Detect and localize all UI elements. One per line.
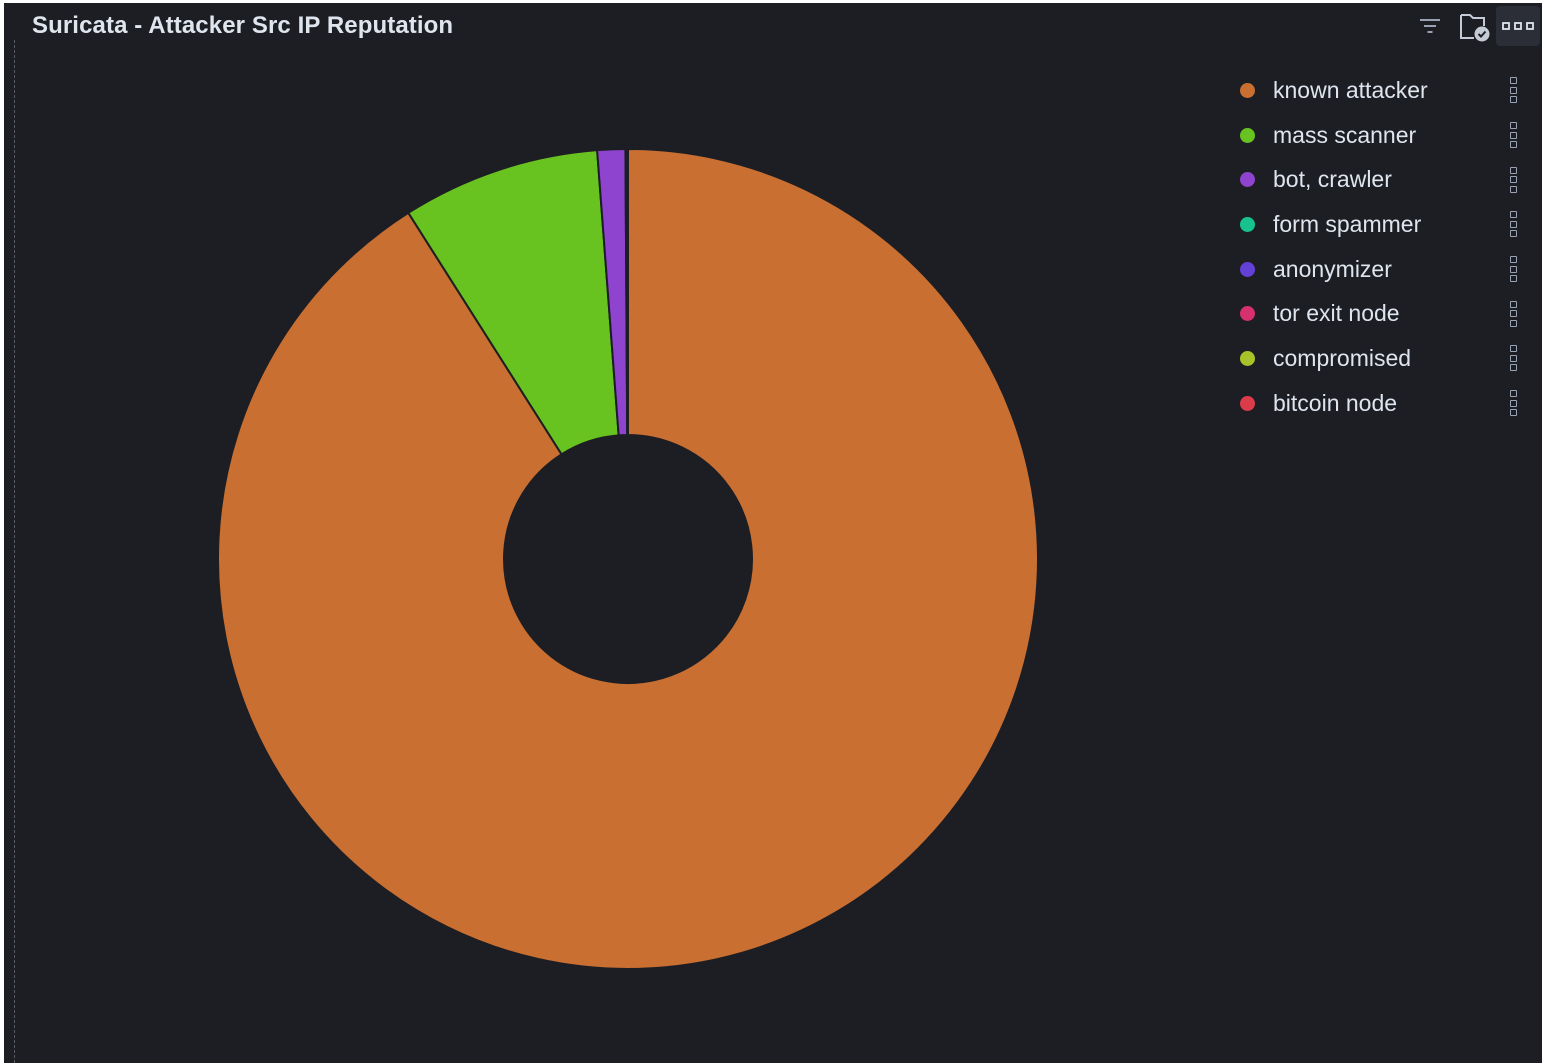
panel-left-border <box>0 0 4 1063</box>
slice-mass-scanner[interactable] <box>406 149 620 456</box>
legend-label: bot, crawler <box>1273 166 1392 193</box>
panel-resize-edge[interactable] <box>14 40 15 1063</box>
filter-button[interactable] <box>1408 6 1452 46</box>
legend-label: form spammer <box>1273 210 1422 237</box>
legend-item-form-spammer[interactable]: form spammer <box>1236 202 1526 247</box>
legend-label: anonymizer <box>1273 255 1392 282</box>
legend-color-dot <box>1240 395 1255 411</box>
legend-item-menu-icon[interactable] <box>1508 300 1518 327</box>
filter-icon <box>1420 19 1440 33</box>
legend-item-anonymizer[interactable]: anonymizer <box>1236 247 1526 292</box>
legend-color-dot <box>1240 172 1255 188</box>
saved-query-button[interactable] <box>1452 6 1496 46</box>
legend-item-bitcoin-node[interactable]: bitcoin node <box>1236 381 1526 426</box>
folder-check-icon <box>1460 14 1490 42</box>
legend-item-known-attacker[interactable]: known attacker <box>1236 68 1526 113</box>
legend-item-menu-icon[interactable] <box>1508 390 1518 417</box>
more-options-icon <box>1502 22 1534 30</box>
more-options-button[interactable] <box>1496 6 1540 46</box>
legend-color-dot <box>1240 127 1255 143</box>
legend-label: tor exit node <box>1273 300 1400 327</box>
legend-label: mass scanner <box>1273 121 1417 148</box>
panel-toolbar <box>1408 6 1540 46</box>
legend-color-dot <box>1240 82 1255 98</box>
legend-label: compromised <box>1273 344 1412 371</box>
legend-label: bitcoin node <box>1273 389 1398 416</box>
slice-known-attacker[interactable] <box>217 147 1039 970</box>
legend-item-menu-icon[interactable] <box>1508 211 1518 238</box>
legend-color-dot <box>1240 216 1255 232</box>
panel-title: Suricata - Attacker Src IP Reputation <box>32 12 454 39</box>
legend-item-menu-icon[interactable] <box>1508 77 1518 104</box>
legend-color-dot <box>1240 306 1255 322</box>
panel-top-border <box>0 0 1544 3</box>
legend-item-mass-scanner[interactable]: mass scanner <box>1236 113 1526 158</box>
legend-color-dot <box>1240 350 1255 366</box>
legend-label: known attacker <box>1273 76 1428 103</box>
chart-legend: known attacker mass scanner bot, crawler fo… <box>1236 68 1526 426</box>
legend-item-menu-icon[interactable] <box>1508 166 1518 193</box>
panel-right-border <box>1542 0 1544 1063</box>
legend-item-menu-icon[interactable] <box>1508 256 1518 283</box>
legend-item-menu-icon[interactable] <box>1508 122 1518 149</box>
legend-color-dot <box>1240 261 1255 277</box>
legend-item-menu-icon[interactable] <box>1508 345 1518 372</box>
legend-item-compromised[interactable]: compromised <box>1236 336 1526 381</box>
legend-item-tor-exit-node[interactable]: tor exit node <box>1236 291 1526 336</box>
legend-item-bot-crawler[interactable]: bot, crawler <box>1236 157 1526 202</box>
